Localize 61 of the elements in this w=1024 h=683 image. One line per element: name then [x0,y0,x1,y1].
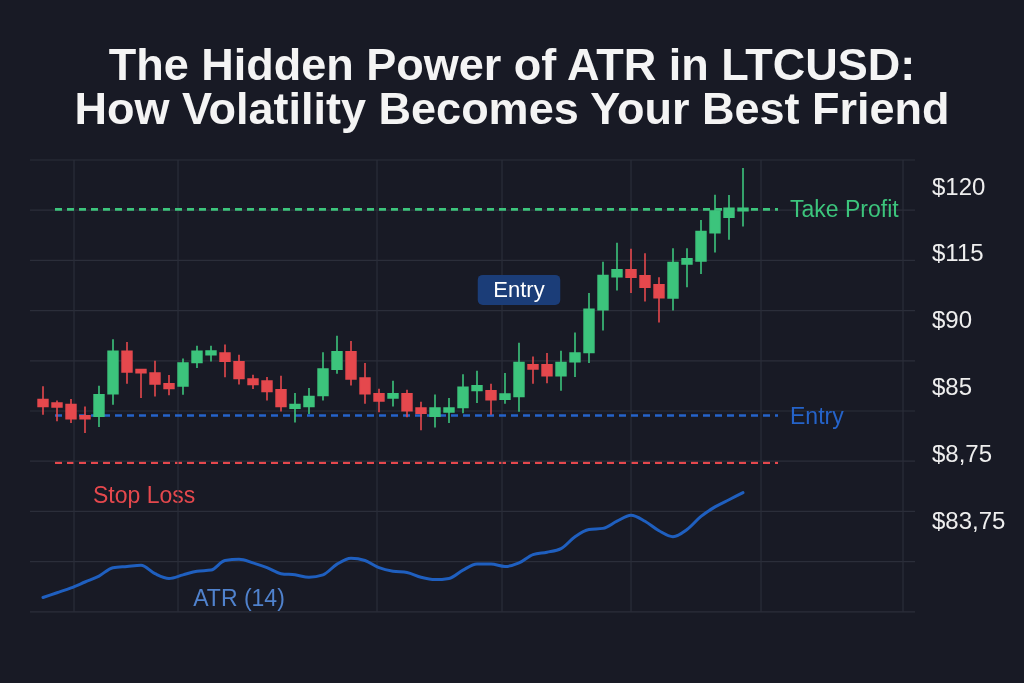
candlestick [205,345,217,363]
candlestick [429,393,441,429]
candlestick [569,331,581,378]
series-label: ATR (14) [193,584,285,611]
candlestick [443,397,455,424]
candlestick [485,382,497,416]
candlestick [611,241,623,292]
candlestick [345,340,357,387]
candlestick [219,343,231,379]
candlestick [639,252,651,303]
candlestick [303,387,315,415]
candlestick [513,341,525,413]
candlestick [583,292,595,364]
candlestick [527,355,539,385]
candlestick [597,261,609,332]
candlestick [317,351,329,402]
candlestick [177,357,189,396]
candlestick [275,374,287,413]
candlestick [261,376,273,402]
candlestick [191,345,203,369]
candlestick [415,400,427,432]
candlestick [625,248,637,294]
candlestick [121,341,133,385]
text: $90 [932,306,973,334]
ref-line-label: Entry [790,402,845,429]
candlestick [653,276,665,324]
candlestick [387,379,399,408]
candlestick [555,350,567,392]
candlestick [667,247,679,312]
candlestick [93,385,105,428]
candlestick [107,338,119,406]
candlestick [289,392,301,424]
candlestick [499,372,511,405]
candlestick [359,362,371,405]
candlestick [373,387,385,414]
ref-line-label: Stop Loss [93,481,196,508]
candlestick [163,374,175,397]
candlestick [457,373,469,414]
candlestick [51,399,63,423]
candlestick [79,405,91,434]
candlestick [331,334,343,375]
candlestick [233,354,245,386]
candlestick [149,359,161,398]
candlestick [247,373,259,390]
candlestick [695,219,707,275]
text: $85 [932,372,973,400]
candlestick [37,385,49,416]
candlestick [541,352,553,384]
candlestick [135,368,147,399]
text: $8,75 [932,439,993,467]
text: $120 [932,172,986,200]
text: $115 [932,239,984,267]
chart-title: The Hidden Power of ATR in LTCUSD: How Volatility Becomes Your Best Friend [74,39,950,134]
ref-line-label: Take Profit [790,196,900,223]
candlestick [681,247,693,289]
candlestick [471,369,483,404]
candlestick [65,398,77,424]
text: $83,75 [932,506,1006,534]
annotation: Entry [493,277,545,303]
candlestick [401,389,413,419]
candlestick [737,167,749,228]
